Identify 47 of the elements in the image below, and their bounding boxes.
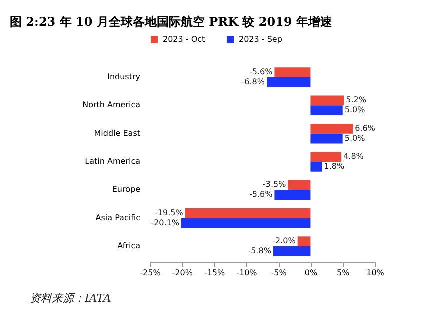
data-label: 1.8% (324, 162, 346, 171)
data-label: 4.8% (344, 152, 364, 162)
bar (274, 68, 311, 78)
bar (298, 236, 311, 247)
bar (182, 218, 311, 228)
bar (185, 208, 311, 218)
data-label: -5.8% (248, 246, 272, 256)
bar (310, 134, 343, 144)
bar (310, 124, 354, 134)
bar (310, 96, 344, 106)
x-tick-label: -20% (172, 268, 194, 278)
data-label: -2.0% (272, 236, 296, 246)
legend-label: 2023 - Oct (163, 34, 206, 44)
x-tick-label: -25% (140, 268, 162, 278)
x-tick-label: 10% (366, 268, 385, 278)
y-tick-label: Middle East (94, 128, 140, 138)
bar (273, 246, 311, 256)
bar (288, 180, 311, 190)
y-tick-label: Industry (108, 72, 141, 82)
x-tick-label: 0% (304, 268, 318, 278)
y-tick-label: Africa (118, 242, 141, 251)
y-tick-label: Asia Pacific (96, 213, 140, 222)
y-tick-label: North America (82, 100, 141, 110)
bar (310, 152, 342, 162)
bar (267, 77, 311, 88)
x-tick-label: -15% (204, 268, 226, 278)
data-label: 5.0% (344, 106, 366, 115)
data-label: 5.0% (344, 134, 366, 143)
data-label: -5.6% (249, 68, 274, 77)
legend-label: 2023 - Sep (239, 34, 282, 44)
data-label: -3.5% (262, 180, 287, 190)
data-label: -19.5% (155, 208, 184, 218)
data-label: 5.2% (346, 96, 367, 105)
y-tick-label: Latin America (85, 157, 141, 166)
x-tick-label: -5% (271, 268, 288, 278)
bar (274, 190, 311, 200)
bar (310, 106, 343, 116)
x-tick-label: -10% (236, 268, 258, 278)
data-label: -20.1% (151, 218, 180, 228)
data-label: -6.8% (242, 77, 266, 86)
bar (310, 162, 322, 172)
data-label: -5.6% (249, 190, 274, 200)
y-tick-label: Europe (112, 185, 141, 194)
x-tick-label: 5% (337, 268, 350, 278)
data-label: 6.6% (355, 124, 376, 133)
chart-title: 图 2:23 年 10 月全球各地国际航空 PRK 较 2019 年增速 (10, 15, 334, 29)
text: 资料来源：IATA (30, 292, 112, 305)
